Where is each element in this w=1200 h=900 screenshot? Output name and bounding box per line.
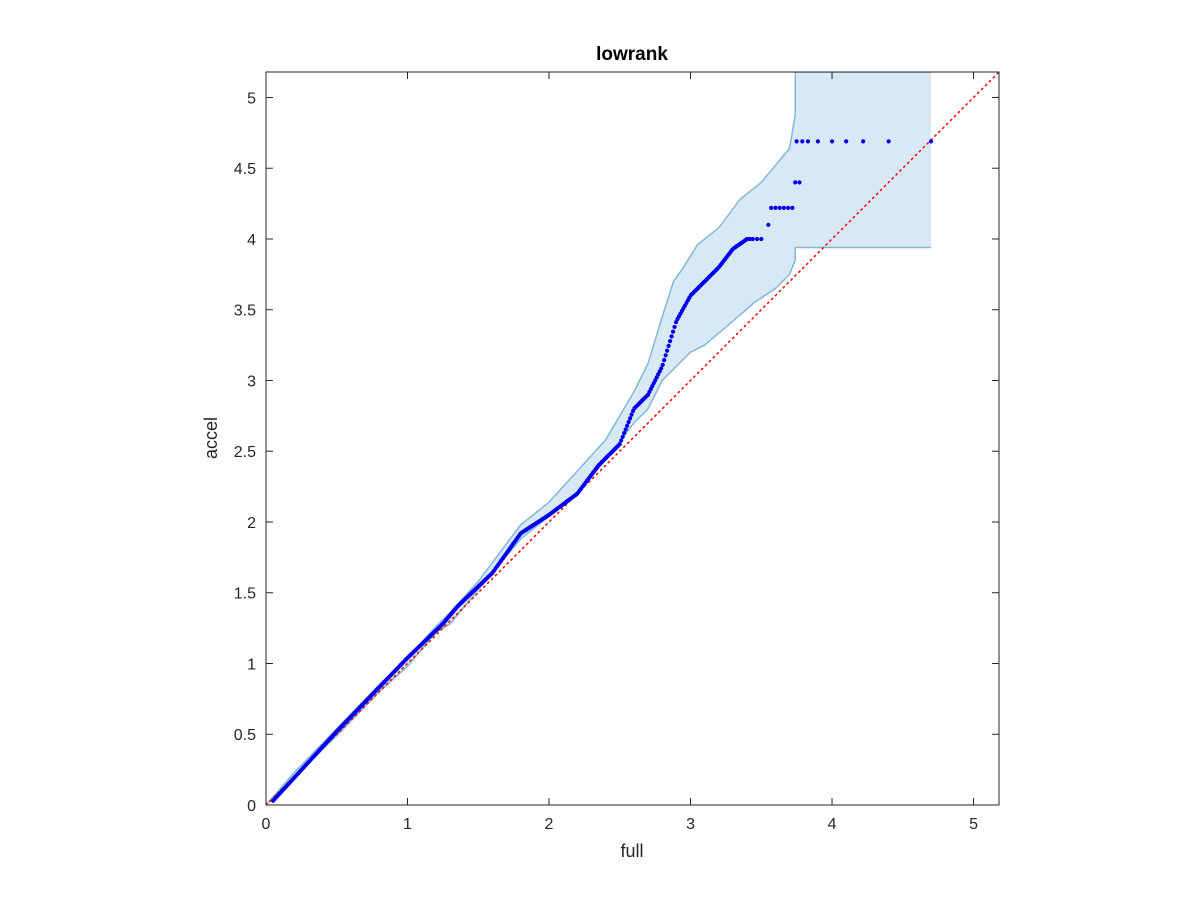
data-point [790, 205, 795, 210]
y-tick-label: 2.5 [234, 444, 256, 461]
x-tick-label: 0 [262, 816, 271, 833]
data-point [781, 205, 787, 210]
data-point [815, 139, 820, 144]
data-point [623, 427, 628, 432]
chart-title: lowrank [596, 44, 668, 65]
data-point [777, 205, 782, 210]
data-point [861, 139, 866, 144]
data-point [619, 438, 624, 443]
data-point [800, 139, 805, 144]
x-tick-label: 4 [828, 816, 837, 833]
data-point [627, 416, 633, 421]
data-point [669, 334, 674, 339]
data-point [626, 419, 631, 425]
data-point [794, 139, 799, 144]
y-tick-label: 0 [247, 798, 256, 815]
reference-line [266, 72, 999, 805]
data-point [786, 205, 791, 210]
y-axis-label: accel [201, 417, 221, 459]
data-point [829, 139, 835, 144]
data-point [773, 205, 778, 210]
x-tick-label: 5 [969, 816, 978, 833]
y-tick-label: 1 [247, 656, 256, 673]
y-tick-label: 3 [247, 373, 256, 390]
x-tick-label: 2 [545, 816, 554, 833]
data-point [670, 329, 676, 334]
data-point [662, 358, 667, 363]
x-axis-label: full [620, 841, 643, 861]
y-tick-label: 4 [247, 232, 256, 249]
data-point [793, 180, 798, 185]
y-tick-label: 5 [247, 90, 256, 107]
data-point [659, 366, 664, 371]
y-tick-label: 0.5 [234, 727, 256, 744]
data-point [665, 348, 670, 353]
data-point [844, 139, 849, 144]
y-tick-label: 4.5 [234, 161, 256, 178]
y-tick-label: 3.5 [234, 303, 256, 320]
data-point [666, 343, 671, 348]
data-point [797, 180, 802, 185]
y-tick-label: 2 [247, 515, 256, 532]
data-point [759, 236, 764, 242]
data-point [805, 139, 811, 144]
data-point [928, 139, 934, 144]
band-lower-edge [266, 246, 932, 805]
confidence-band [266, 72, 932, 805]
data-point [750, 236, 755, 242]
data-point [622, 431, 627, 436]
data-point [620, 434, 625, 439]
data-point [673, 320, 679, 325]
data-point [754, 236, 760, 242]
data-point [667, 339, 673, 344]
data-point [766, 222, 771, 227]
y-tick-label: 1.5 [234, 586, 256, 603]
data-point [660, 362, 665, 367]
data-point [617, 442, 622, 447]
x-tick-label: 1 [403, 816, 412, 833]
axes-box [265, 71, 1000, 806]
data-point [625, 423, 630, 428]
x-tick-label: 3 [686, 816, 695, 833]
data-point [663, 353, 668, 358]
data-point [769, 205, 774, 210]
data-point [629, 412, 634, 417]
data-point [886, 139, 891, 144]
data-point [672, 324, 677, 330]
